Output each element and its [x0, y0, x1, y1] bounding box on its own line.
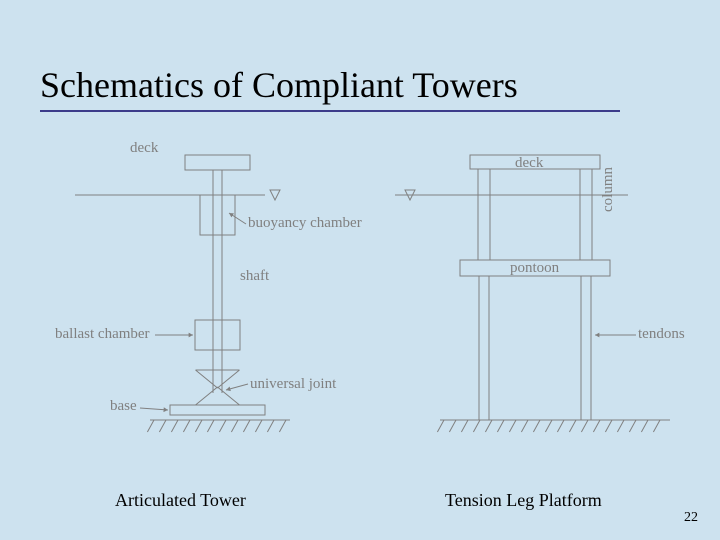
svg-text:column: column [600, 167, 616, 212]
page-number: 22 [684, 510, 698, 526]
slide: Schematics of Compliant Towers shaftdeck… [0, 0, 720, 540]
svg-text:deck: deck [515, 155, 544, 171]
caption-tension: Tension Leg Platform [445, 490, 602, 511]
caption-articulated: Articulated Tower [115, 490, 246, 511]
svg-text:tendons: tendons [638, 326, 685, 342]
svg-text:pontoon: pontoon [510, 260, 560, 276]
tension-leg-platform-diagram: deck column pontoon tendons [0, 0, 720, 540]
